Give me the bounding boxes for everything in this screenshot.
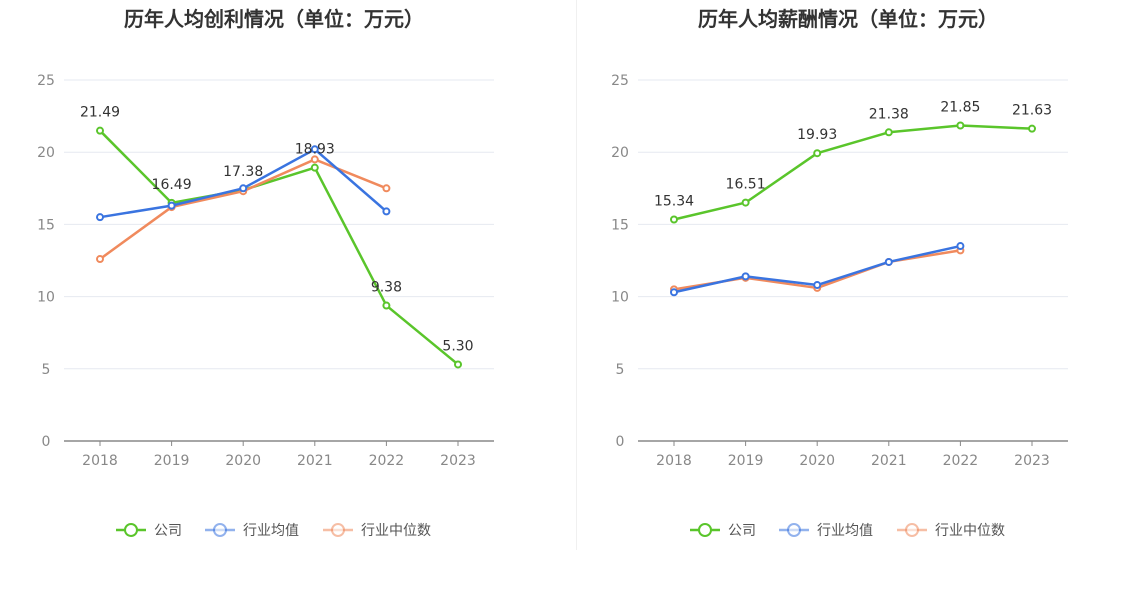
y-tick-label: 0 xyxy=(616,434,625,450)
x-tick-label: 2023 xyxy=(1014,453,1050,469)
data-point-industry-avg[interactable] xyxy=(96,213,104,222)
y-tick-label: 5 xyxy=(616,362,625,378)
x-tick-label: 2019 xyxy=(728,453,764,469)
x-tick-label: 2019 xyxy=(154,453,190,469)
data-point-industry-avg[interactable] xyxy=(670,288,678,297)
legend-label: 公司 xyxy=(728,523,756,539)
y-tick-label: 10 xyxy=(37,290,55,306)
data-point-industry-avg[interactable] xyxy=(956,242,965,251)
chart-title: 历年人均薪酬情况（单位：万元） xyxy=(698,7,998,31)
profit-per-capita-chart: 历年人均创利情况（单位：万元） 0 5 10 15 20 25 2018 2019 2020 202… xyxy=(37,7,494,539)
data-point-company[interactable] xyxy=(884,128,893,137)
data-point-company[interactable] xyxy=(454,360,462,369)
legend-label: 行业均值 xyxy=(243,523,299,539)
legend-label: 行业中位数 xyxy=(935,523,1005,539)
data-label: 17.38 xyxy=(223,164,263,180)
legend-marker xyxy=(787,523,801,537)
x-tick-label: 2021 xyxy=(871,453,907,469)
legend-marker xyxy=(698,523,712,537)
x-tick-label: 2023 xyxy=(440,453,476,469)
data-label: 21.49 xyxy=(80,105,120,121)
x-tick-label: 2018 xyxy=(82,453,118,469)
legend-item-industry-avg[interactable]: 行业均值 xyxy=(205,523,299,539)
data-point-company[interactable] xyxy=(956,121,965,130)
data-label: 5.30 xyxy=(442,338,473,354)
data-label: 9.38 xyxy=(371,280,402,296)
legend-item-industry-avg[interactable]: 行业均值 xyxy=(779,523,873,539)
x-tick-label: 2018 xyxy=(656,453,692,469)
legend-item-industry-median[interactable]: 行业中位数 xyxy=(897,523,1005,539)
legend-marker xyxy=(124,523,138,537)
x-tick-label: 2020 xyxy=(799,453,835,469)
data-label: 19.93 xyxy=(797,127,837,143)
y-tick-label: 0 xyxy=(42,434,51,450)
data-point-company[interactable] xyxy=(382,301,391,310)
legend-marker xyxy=(905,523,919,537)
x-tick-label: 2022 xyxy=(369,453,405,469)
x-tick-label: 2020 xyxy=(225,453,261,469)
data-label: 21.63 xyxy=(1012,103,1052,119)
data-point-industry-median[interactable] xyxy=(310,155,319,164)
y-tick-label: 10 xyxy=(611,290,629,306)
y-tick-label: 20 xyxy=(37,145,55,161)
salary-per-capita-chart-panel: 历年人均薪酬情况（单位：万元） 0 5 10 15 20 25 2018 2019 2020 202… xyxy=(574,0,1148,589)
data-point-industry-avg[interactable] xyxy=(310,145,319,154)
legend-item-company[interactable]: 公司 xyxy=(116,523,182,539)
y-tick-label: 25 xyxy=(611,73,629,89)
data-point-industry-median[interactable] xyxy=(96,255,104,264)
data-label: 21.85 xyxy=(940,99,980,115)
y-tick-label: 25 xyxy=(37,73,55,89)
legend-marker xyxy=(331,523,345,537)
data-label: 16.51 xyxy=(726,177,766,193)
y-tick-label: 15 xyxy=(37,217,55,233)
x-tick-label: 2022 xyxy=(943,453,979,469)
data-label: 16.49 xyxy=(152,177,192,193)
series-line-company xyxy=(99,129,459,366)
data-point-company[interactable] xyxy=(813,149,822,158)
series-line-industry-avg xyxy=(99,148,388,219)
data-point-industry-avg[interactable] xyxy=(239,184,248,193)
data-point-company[interactable] xyxy=(741,198,750,207)
data-point-industry-avg[interactable] xyxy=(382,207,391,216)
salary-per-capita-chart: 历年人均薪酬情况（单位：万元） 0 5 10 15 20 25 2018 2019 2020 202… xyxy=(611,7,1068,539)
chart-title: 历年人均创利情况（单位：万元） xyxy=(124,7,424,31)
x-tick-label: 2021 xyxy=(297,453,333,469)
data-point-industry-median[interactable] xyxy=(382,184,391,193)
data-point-company[interactable] xyxy=(310,163,319,172)
legend-marker xyxy=(213,523,227,537)
data-point-company[interactable] xyxy=(1028,124,1036,133)
legend-label: 行业中位数 xyxy=(361,523,431,539)
data-label: 21.38 xyxy=(869,106,909,122)
data-point-industry-avg[interactable] xyxy=(813,281,822,290)
data-point-industry-avg[interactable] xyxy=(167,201,176,210)
legend-label: 行业均值 xyxy=(817,523,873,539)
y-tick-label: 15 xyxy=(611,217,629,233)
data-point-industry-avg[interactable] xyxy=(741,272,750,281)
data-label: 15.34 xyxy=(654,193,694,209)
legend-item-company[interactable]: 公司 xyxy=(690,523,756,539)
data-label: 18.93 xyxy=(295,142,335,158)
panel-divider xyxy=(576,0,577,550)
data-point-company[interactable] xyxy=(96,126,104,135)
series-line-company xyxy=(673,124,1033,221)
legend-item-industry-median[interactable]: 行业中位数 xyxy=(323,523,431,539)
profit-per-capita-chart-panel: 历年人均创利情况（单位：万元） 0 5 10 15 20 25 2018 2019 2020 202… xyxy=(37,7,494,539)
y-tick-label: 20 xyxy=(611,145,629,161)
y-tick-label: 5 xyxy=(42,362,51,378)
legend-label: 公司 xyxy=(154,523,182,539)
data-point-company[interactable] xyxy=(670,215,678,224)
data-point-industry-avg[interactable] xyxy=(884,257,893,266)
